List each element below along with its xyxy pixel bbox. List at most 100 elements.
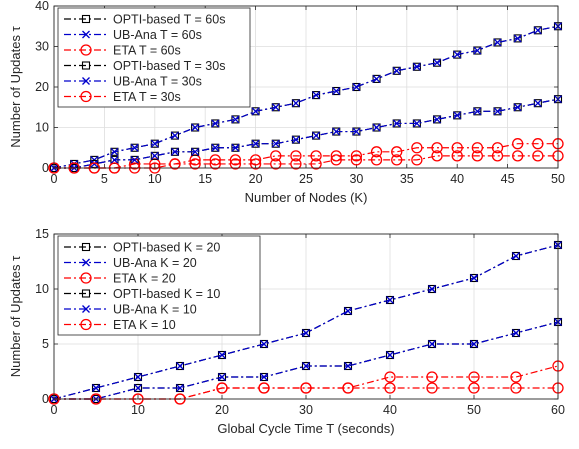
data-point (251, 139, 260, 148)
data-point (385, 350, 395, 360)
data-point (130, 155, 139, 164)
data-point (249, 154, 262, 166)
data-point (493, 107, 502, 116)
data-point (468, 382, 480, 394)
data-point (218, 373, 226, 381)
data-point (130, 143, 139, 152)
data-point (510, 382, 522, 394)
data-point (513, 34, 522, 43)
data-point (291, 99, 300, 108)
data-point (370, 146, 383, 158)
x-tick-label: 40 (383, 403, 397, 417)
plot-frame (53, 5, 559, 169)
data-point (343, 306, 353, 316)
data-point (231, 143, 240, 152)
data-point (392, 66, 401, 75)
data-point (217, 372, 227, 382)
data-point (470, 340, 478, 348)
y-tick-label: 0 (42, 392, 49, 406)
data-point (330, 154, 342, 166)
legend-entry: OPTI-based K = 10 (113, 287, 220, 301)
data-point (312, 91, 321, 100)
y-tick-label: 30 (35, 40, 49, 54)
x-axis-label: Global Cycle Time T (seconds) (217, 421, 394, 436)
chart-2: 0 10 20 30 40 50 60 0 5 10 15 Global Cycle Time T (… (8, 227, 565, 436)
data-point (473, 107, 482, 116)
legend-entry: ETA T = 60s (113, 44, 181, 58)
data-point (392, 119, 401, 128)
x-tick-label: 30 (349, 172, 363, 186)
data-point (352, 127, 361, 136)
data-point (176, 384, 184, 392)
x-tick-label: 45 (501, 172, 515, 186)
x-tick-label: 35 (400, 172, 414, 186)
data-point (291, 99, 300, 108)
data-point (533, 99, 542, 108)
data-point (216, 382, 228, 394)
data-point (301, 328, 311, 338)
data-point (451, 142, 463, 154)
data-point (372, 123, 381, 132)
data-point (259, 372, 269, 382)
data-point (171, 131, 179, 140)
data-point (91, 383, 101, 393)
data-point (150, 151, 159, 160)
data-point (352, 82, 361, 92)
data-point (312, 91, 321, 100)
data-point (209, 154, 221, 166)
data-point (110, 155, 119, 164)
data-point (511, 328, 521, 338)
x-tick-label: 0 (51, 172, 58, 186)
y-tick-label: 0 (42, 161, 49, 175)
y-tick-label: 20 (35, 80, 49, 94)
data-point (229, 154, 242, 166)
data-point (451, 150, 463, 162)
data-point (493, 38, 502, 47)
data-point (350, 150, 363, 162)
x-axis-label: Number of Nodes (K) (245, 190, 368, 205)
data-point (432, 58, 442, 67)
legend-entry: UB-Ana T = 60s (113, 28, 202, 42)
x-tick-label: 0 (51, 403, 58, 417)
data-point (332, 127, 341, 136)
data-point (426, 382, 438, 394)
x-tick-label: 5 (101, 172, 108, 186)
data-point (270, 158, 282, 170)
data-point (512, 329, 520, 337)
data-point (270, 150, 282, 162)
data-point (344, 362, 352, 370)
data-point (251, 107, 260, 116)
x-tick-label: 10 (148, 172, 162, 186)
data-point (428, 285, 436, 293)
series-line (54, 365, 559, 400)
series-5 (50, 95, 562, 172)
data-point (302, 362, 310, 370)
data-point (533, 99, 542, 108)
data-point (384, 382, 396, 394)
data-point (302, 329, 310, 337)
data-point (191, 123, 200, 132)
data-point (433, 58, 441, 67)
data-point (231, 115, 240, 124)
series-2 (50, 241, 562, 403)
data-point (251, 139, 260, 148)
axes: 0 10 20 30 40 50 60 0 5 10 15 (35, 227, 565, 417)
data-point (133, 383, 143, 393)
data-point (211, 119, 220, 128)
data-point (411, 142, 423, 154)
data-point (191, 147, 200, 156)
chart-1: 0 5 10 15 20 25 30 35 40 45 50 0 10 20 30 40 Number of N… (8, 0, 565, 205)
y-tick-label: 15 (35, 227, 49, 241)
data-point (344, 307, 352, 315)
data-point (493, 38, 502, 47)
data-point (511, 251, 521, 261)
data-point (92, 384, 100, 392)
data-point (512, 150, 524, 162)
data-point (330, 150, 342, 162)
data-point (453, 111, 462, 120)
data-point (453, 111, 462, 120)
data-point (332, 87, 341, 96)
legend-entry: UB-Ana K = 20 (113, 256, 197, 270)
data-point (291, 135, 300, 144)
